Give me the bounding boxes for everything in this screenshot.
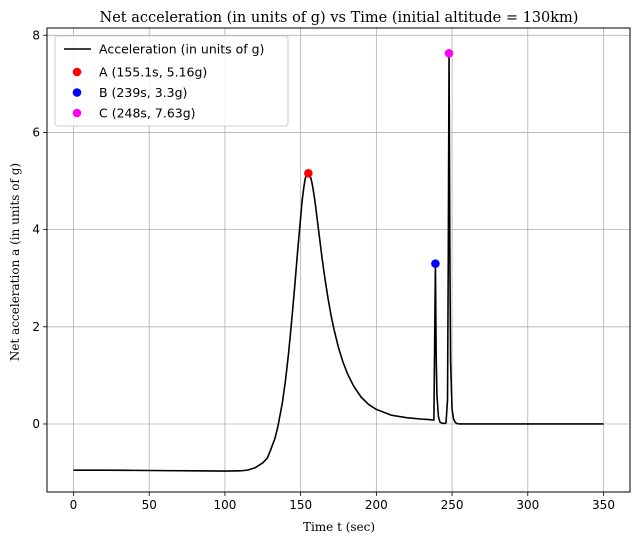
marker-point — [444, 48, 454, 58]
y-tick-label: 8 — [32, 28, 40, 42]
y-tick-label: 0 — [32, 417, 40, 431]
acceleration-series-line — [73, 52, 604, 472]
y-axis-label: Net acceleration a (in units of g) — [8, 163, 22, 361]
legend-label: Acceleration (in units of g) — [99, 42, 264, 57]
ticks: 0 50 100 150 200 250 300 350 0 2 4 6 8 — [32, 28, 615, 512]
legend-marker-swatch — [72, 108, 82, 118]
y-tick-label: 6 — [32, 125, 40, 139]
series-layer — [73, 52, 604, 472]
legend: Acceleration (in units of g) A (155.1s, 5… — [54, 35, 289, 127]
x-tick-label: 50 — [142, 498, 157, 512]
legend-box — [54, 35, 289, 127]
legend-label: A (155.1s, 5.16g) — [99, 65, 207, 80]
x-tick-label: 100 — [213, 498, 236, 512]
legend-label: B (239s, 3.3g) — [99, 85, 187, 100]
x-tick-label: 0 — [70, 498, 78, 512]
legend-label: C (248s, 7.63g) — [99, 106, 196, 121]
x-tick-label: 150 — [289, 498, 312, 512]
points-layer — [304, 48, 454, 268]
legend-marker-swatch — [72, 67, 82, 77]
x-tick-label: 300 — [516, 498, 539, 512]
x-tick-label: 200 — [365, 498, 388, 512]
y-tick-label: 2 — [32, 320, 40, 334]
legend-marker-swatch — [72, 88, 82, 97]
plot-frame — [46, 27, 631, 493]
y-tick-label: 4 — [32, 223, 40, 237]
x-tick-label: 350 — [592, 498, 615, 512]
chart-title: Net acceleration (in units of g) vs Time… — [100, 10, 579, 26]
marker-point — [431, 259, 440, 268]
x-tick-label: 250 — [441, 498, 464, 512]
x-axis-label: Time t (sec) — [303, 520, 375, 534]
marker-point — [304, 168, 313, 178]
